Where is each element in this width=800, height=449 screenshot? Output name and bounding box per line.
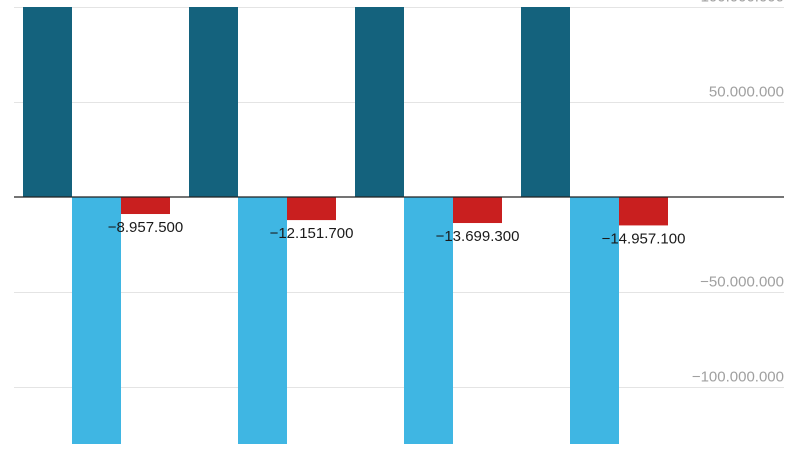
- red-bar-data-label: −8.957.500: [108, 219, 184, 236]
- dark-blue-bar: [355, 7, 404, 197]
- y-tick-label: 100.000.000: [701, 0, 784, 6]
- red-bar-data-label: −14.957.100: [602, 230, 686, 247]
- dark-blue-bar: [521, 7, 570, 197]
- light-blue-bar: [404, 197, 453, 444]
- red-bar: [287, 197, 336, 221]
- y-axis-tick-labels: 100.000.000 50.000.000 −50.000.000 −100.000…: [692, 0, 784, 386]
- y-tick-label: −50.000.000: [700, 274, 784, 291]
- dark-blue-bar: [189, 7, 238, 197]
- red-bar: [619, 197, 668, 226]
- bars: [23, 7, 668, 444]
- red-bar: [453, 197, 502, 224]
- y-tick-label: −100.000.000: [692, 369, 784, 386]
- light-blue-bar: [72, 197, 121, 444]
- y-tick-label: 50.000.000: [709, 84, 784, 101]
- red-bar: [121, 197, 170, 215]
- light-blue-bar: [570, 197, 619, 444]
- red-bar-data-label: −13.699.300: [436, 228, 520, 245]
- light-blue-bar: [238, 197, 287, 444]
- data-labels: −8.957.500 −12.151.700 −13.699.300 −14.957.…: [108, 219, 686, 247]
- red-bar-data-label: −12.151.700: [270, 225, 354, 242]
- dark-blue-bar: [23, 7, 72, 197]
